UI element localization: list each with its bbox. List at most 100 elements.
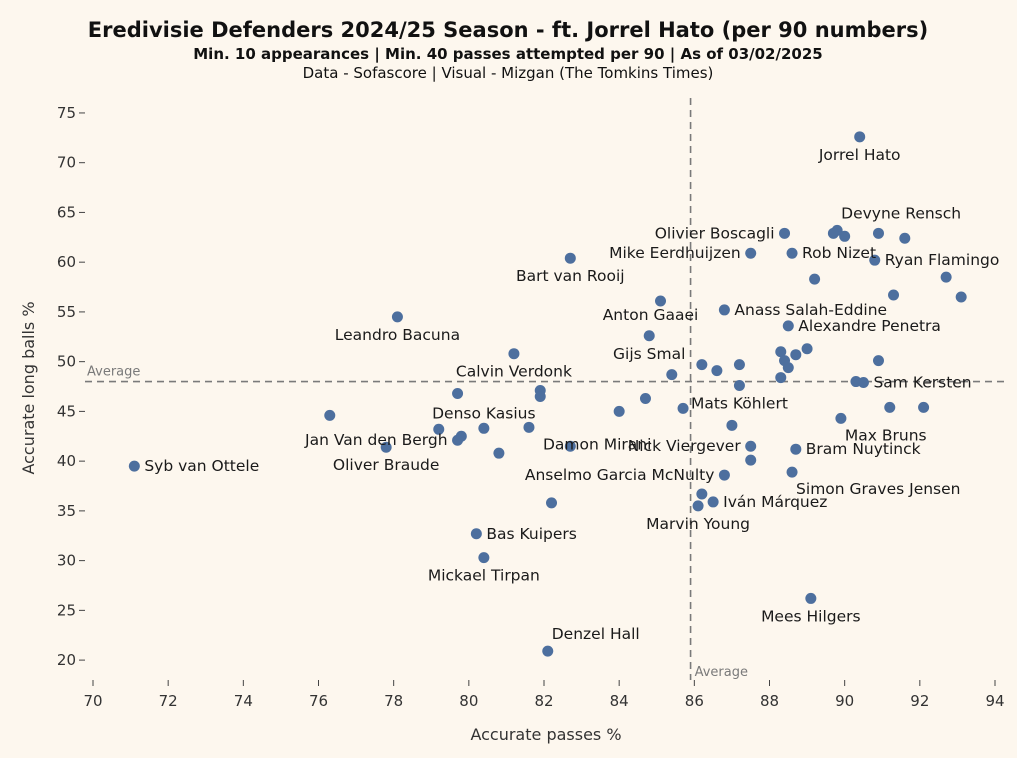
- data-point: [643, 330, 655, 342]
- data-point: [546, 497, 558, 509]
- y-tick-label: 20: [57, 651, 76, 669]
- x-tick-label: 82: [534, 692, 553, 710]
- data-point: [534, 390, 546, 402]
- data-point: [452, 434, 464, 446]
- data-point: [857, 377, 869, 389]
- point-label: Marvin Young: [646, 515, 750, 533]
- data-point: [639, 392, 651, 404]
- point-label: Denzel Hall: [552, 625, 640, 643]
- data-point: [745, 454, 757, 466]
- point-label: Sam Kersten: [873, 374, 971, 392]
- data-point: [801, 343, 813, 355]
- data-point: [478, 422, 490, 434]
- x-tick-label: 90: [835, 692, 854, 710]
- data-point: [542, 645, 554, 657]
- point-label: Alexandre Penetra: [798, 317, 941, 335]
- data-point: [955, 291, 967, 303]
- data-point: [696, 359, 708, 371]
- y-tick-label: 50: [57, 353, 76, 371]
- x-tick-label: 88: [760, 692, 779, 710]
- data-point: [692, 500, 704, 512]
- data-point: [775, 372, 787, 384]
- point-label: Denso Kasius: [432, 404, 535, 422]
- data-point: [899, 232, 911, 244]
- x-tick-label: 78: [384, 692, 403, 710]
- data-point: [827, 227, 839, 239]
- data-point: [433, 423, 445, 435]
- x-tick-label: 70: [83, 692, 102, 710]
- data-point: [745, 247, 757, 259]
- average-lines: Average Average: [85, 98, 1005, 680]
- chart-title: Eredivisie Defenders 2024/25 Season - ft…: [88, 18, 928, 42]
- point-label: Nick Viergever: [628, 437, 742, 455]
- y-tick-label: 25: [57, 601, 76, 619]
- x-tick-label: 74: [234, 692, 253, 710]
- chart-credit: Data - Sofascore | Visual - Mizgan (The …: [303, 64, 714, 82]
- data-point: [805, 592, 817, 604]
- data-point: [677, 402, 689, 414]
- data-point: [470, 528, 482, 540]
- data-point: [564, 252, 576, 264]
- data-point: [493, 447, 505, 459]
- data-point: [718, 469, 730, 481]
- data-point: [835, 412, 847, 424]
- data-point: [775, 346, 787, 358]
- point-label: Anton Gaaei: [603, 306, 699, 324]
- point-label: Syb van Ottele: [144, 457, 259, 475]
- point-label: Rob Nizet: [802, 244, 876, 262]
- data-point: [707, 496, 719, 508]
- data-point: [782, 362, 794, 374]
- data-point: [666, 369, 678, 381]
- point-label: Jan Van den Bergh: [304, 431, 448, 449]
- data-point: [655, 295, 667, 307]
- data-point: [888, 289, 900, 301]
- data-point: [711, 365, 723, 377]
- data-point: [696, 488, 708, 500]
- x-axis-label: Accurate passes %: [470, 725, 621, 744]
- axes: 70 72 74 76 78 80 82 84 86 88 90 92 94 20 25 30 35 40 45 50…: [57, 104, 1005, 710]
- point-label: Damon Mirani: [543, 435, 651, 453]
- point-label: Leandro Bacuna: [335, 326, 460, 344]
- data-point: [478, 552, 490, 564]
- y-axis-label: Accurate long balls %: [19, 301, 38, 474]
- data-point: [782, 320, 794, 332]
- y-tick-label: 45: [57, 402, 76, 420]
- x-tick-label: 92: [910, 692, 929, 710]
- data-point: [613, 405, 625, 417]
- data-point: [733, 359, 745, 371]
- data-point: [790, 443, 802, 455]
- point-label: Bram Nuytinck: [806, 440, 921, 458]
- point-label: Jorrel Hato: [818, 146, 901, 164]
- data-point: [779, 227, 791, 239]
- point-label: Olivier Boscagli: [655, 224, 775, 242]
- data-point: [872, 355, 884, 367]
- data-point: [523, 421, 535, 433]
- y-tick-label: 55: [57, 303, 76, 321]
- point-label: Mees Hilgers: [761, 607, 861, 625]
- data-point: [839, 230, 851, 242]
- data-point: [786, 466, 798, 478]
- data-point: [918, 401, 930, 413]
- y-tick-label: 70: [57, 154, 76, 172]
- x-tick-label: 76: [309, 692, 328, 710]
- point-label: Mickael Tirpan: [428, 567, 540, 585]
- data-point: [564, 440, 576, 452]
- point-labels: Jorrel Hato Devyne Rensch Olivier Boscagli…: [144, 146, 999, 643]
- y-tick-label: 65: [57, 203, 76, 221]
- data-point: [508, 348, 520, 360]
- x-tick-label: 80: [459, 692, 478, 710]
- chart-subtitle: Min. 10 appearances | Min. 40 passes att…: [193, 45, 822, 64]
- x-tick-label: 72: [159, 692, 178, 710]
- data-point: [380, 441, 392, 453]
- data-point: [872, 227, 884, 239]
- point-label: Gijs Smal: [613, 345, 685, 363]
- point-label: Mats Köhlert: [691, 395, 788, 413]
- y-tick-label: 30: [57, 552, 76, 570]
- x-tick-label: 84: [610, 692, 629, 710]
- point-label: Anass Salah-Eddine: [734, 301, 887, 319]
- x-tick-label: 86: [685, 692, 704, 710]
- data-points: [128, 131, 967, 657]
- point-label: Oliver Braude: [333, 456, 440, 474]
- data-point: [854, 131, 866, 143]
